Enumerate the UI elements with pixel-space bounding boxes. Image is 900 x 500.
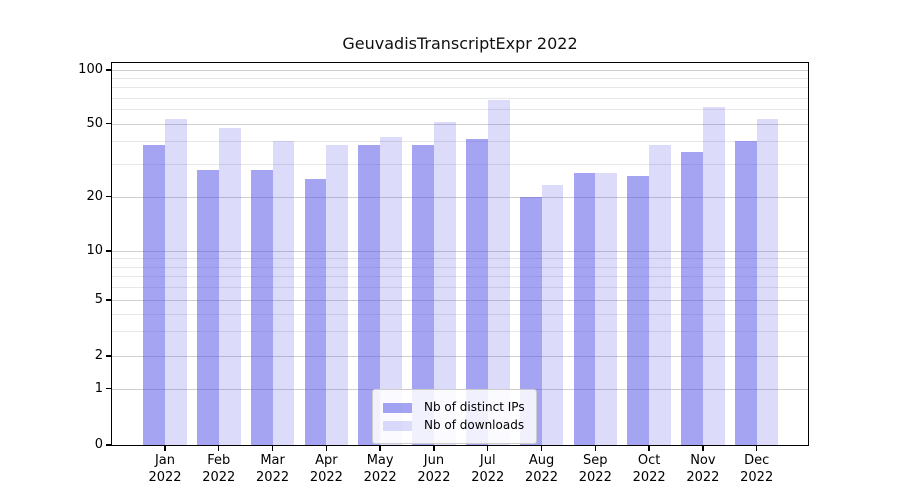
bar-downloads-dec bbox=[756, 119, 779, 445]
y-tick-mark bbox=[106, 299, 112, 301]
major-gridline-50 bbox=[112, 123, 808, 125]
x-tick-mark bbox=[379, 445, 381, 451]
legend-item-distinct-ips: Nb of distinct IPs bbox=[383, 399, 525, 416]
minor-gridline-40 bbox=[112, 141, 808, 143]
bar-downloads-oct bbox=[649, 145, 671, 445]
chart-title: GeuvadisTranscriptExpr 2022 bbox=[342, 34, 578, 53]
y-tick-mark bbox=[106, 195, 112, 198]
x-tick-mark bbox=[164, 445, 166, 451]
legend-swatch-distinct-ips bbox=[383, 402, 412, 413]
legend-label-distinct-ips: Nb of distinct IPs bbox=[424, 400, 525, 414]
bar-distinct-ips-may bbox=[358, 145, 381, 445]
bar-downloads-sep bbox=[595, 172, 618, 445]
bar-downloads-aug bbox=[541, 185, 564, 445]
minor-gridline-6 bbox=[112, 287, 808, 289]
y-tick-mark bbox=[106, 387, 112, 390]
bar-distinct-ips-jun bbox=[412, 145, 434, 445]
minor-gridline-8 bbox=[112, 266, 808, 268]
x-tick-mark bbox=[594, 445, 596, 451]
major-gridline-2 bbox=[112, 356, 808, 357]
x-tick-label-dec: Dec 2022 bbox=[740, 453, 774, 485]
bar-distinct-ips-apr bbox=[304, 178, 327, 445]
plot-area: Nb of distinct IPs Nb of downloads bbox=[111, 62, 809, 446]
y-tick-label-100: 100 bbox=[78, 62, 103, 77]
x-tick-label-mar: Mar 2022 bbox=[256, 453, 290, 485]
bar-distinct-ips-mar bbox=[250, 169, 273, 445]
major-gridline-20 bbox=[112, 196, 808, 198]
bar-downloads-may bbox=[380, 137, 402, 445]
bars-layer bbox=[112, 63, 808, 445]
major-gridline-5 bbox=[112, 300, 808, 301]
minor-gridline-4 bbox=[112, 313, 808, 315]
bar-downloads-jan bbox=[165, 119, 187, 445]
bar-downloads-jun bbox=[433, 121, 456, 445]
major-gridline-10 bbox=[112, 251, 808, 252]
legend-swatch-downloads bbox=[383, 420, 412, 431]
x-tick-label-apr: Apr 2022 bbox=[309, 453, 343, 485]
minor-gridline-80 bbox=[112, 87, 808, 89]
x-tick-label-feb: Feb 2022 bbox=[202, 453, 236, 485]
x-tick-mark bbox=[487, 445, 489, 451]
x-tick-label-may: May 2022 bbox=[363, 453, 397, 485]
x-tick-mark bbox=[271, 445, 274, 451]
y-tick-mark bbox=[106, 355, 112, 357]
minor-gridline-30 bbox=[112, 164, 808, 166]
y-tick-label-20: 20 bbox=[86, 188, 103, 204]
x-tick-mark bbox=[325, 445, 328, 451]
x-tick-mark bbox=[755, 445, 758, 451]
bar-distinct-ips-sep bbox=[573, 172, 596, 445]
legend-item-downloads: Nb of downloads bbox=[383, 417, 525, 434]
bar-distinct-ips-aug bbox=[519, 196, 542, 445]
bar-downloads-mar bbox=[272, 141, 295, 445]
x-tick-label-sep: Sep 2022 bbox=[578, 453, 612, 485]
y-tick-label-10: 10 bbox=[86, 243, 103, 258]
y-tick-label-5: 5 bbox=[94, 292, 103, 307]
bar-downloads-jul bbox=[487, 99, 510, 445]
x-tick-mark bbox=[702, 445, 704, 451]
legend-label-downloads: Nb of downloads bbox=[424, 418, 525, 432]
x-tick-label-oct: Oct 2022 bbox=[632, 453, 666, 485]
minor-gridline-9 bbox=[112, 258, 808, 260]
bar-downloads-nov bbox=[702, 106, 725, 445]
bar-distinct-ips-jul bbox=[465, 139, 488, 445]
y-tick-mark bbox=[106, 250, 112, 252]
y-tick-label-2: 2 bbox=[94, 348, 103, 363]
bar-distinct-ips-feb bbox=[196, 169, 219, 445]
x-tick-label-jul: Jul 2022 bbox=[471, 453, 505, 485]
x-tick-label-jun: Jun 2022 bbox=[417, 453, 451, 485]
y-tick-mark bbox=[106, 69, 112, 71]
y-tick-label-0: 0 bbox=[94, 437, 103, 452]
bar-downloads-apr bbox=[326, 145, 349, 445]
minor-gridline-3 bbox=[112, 331, 808, 333]
y-tick-mark bbox=[106, 122, 112, 125]
x-tick-mark bbox=[433, 445, 435, 451]
bar-downloads-feb bbox=[218, 128, 241, 445]
x-tick-mark bbox=[648, 445, 650, 451]
x-tick-label-nov: Nov 2022 bbox=[686, 453, 720, 485]
x-tick-label-jan: Jan 2022 bbox=[148, 453, 182, 485]
minor-gridline-70 bbox=[112, 97, 808, 99]
bar-distinct-ips-jan bbox=[143, 145, 165, 445]
bar-distinct-ips-dec bbox=[734, 141, 757, 445]
x-tick-label-aug: Aug 2022 bbox=[524, 453, 559, 485]
major-gridline-100 bbox=[112, 70, 808, 71]
y-tick-label-1: 1 bbox=[94, 380, 103, 396]
legend: Nb of distinct IPs Nb of downloads bbox=[372, 389, 537, 444]
y-tick-mark bbox=[106, 444, 112, 446]
x-tick-mark bbox=[218, 445, 220, 451]
x-tick-mark bbox=[540, 445, 543, 451]
minor-gridline-90 bbox=[112, 78, 808, 80]
minor-gridline-7 bbox=[112, 276, 808, 278]
bar-distinct-ips-nov bbox=[681, 151, 703, 445]
y-tick-label-50: 50 bbox=[86, 115, 103, 131]
minor-gridline-60 bbox=[112, 109, 808, 111]
bar-distinct-ips-oct bbox=[627, 175, 650, 445]
